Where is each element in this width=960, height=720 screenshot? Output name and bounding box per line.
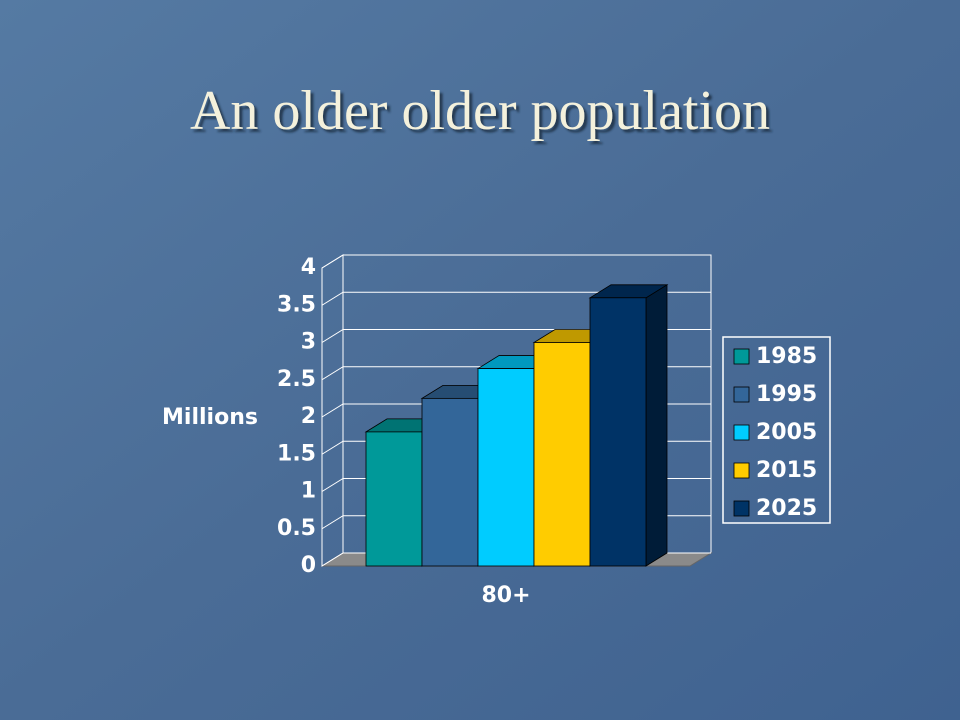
legend-label: 2025: [756, 496, 817, 521]
legend-swatch: [733, 348, 750, 365]
legend-swatch: [733, 462, 750, 479]
bar: [421, 397, 479, 567]
y-tick-label: 0.5: [277, 516, 316, 541]
y-tick-label: 4: [301, 255, 316, 280]
y-tick-label: 3: [301, 330, 316, 355]
y-tick-label: 1.5: [277, 441, 316, 466]
bar-side: [645, 284, 668, 567]
x-tick-label: 80+: [481, 583, 530, 608]
y-tick-label: 2.5: [277, 367, 316, 392]
bar: [533, 342, 591, 567]
y-tick-label: 1: [301, 479, 316, 504]
bar: [365, 431, 423, 567]
legend-swatch: [733, 500, 750, 517]
slide-title: An older older population: [190, 80, 770, 142]
legend-label: 2015: [756, 458, 817, 483]
legend-label: 1985: [756, 344, 817, 369]
bar: [477, 368, 535, 567]
legend-box: [722, 336, 831, 524]
legend-label: 1995: [756, 382, 817, 407]
bar: [589, 297, 647, 567]
y-axis-label: Millions: [162, 405, 258, 430]
y-tick-label: 2: [301, 404, 316, 429]
legend-swatch: [733, 424, 750, 441]
y-tick-label: 3.5: [277, 292, 316, 317]
legend-swatch: [733, 386, 750, 403]
grid-line: [321, 254, 711, 269]
legend-label: 2005: [756, 420, 817, 445]
grid-line: [321, 291, 711, 306]
y-tick-label: 0: [301, 553, 316, 578]
